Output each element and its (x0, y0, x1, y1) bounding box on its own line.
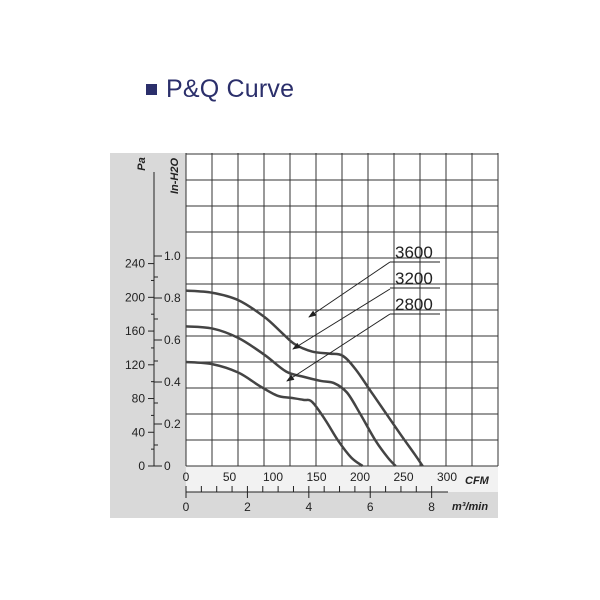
m3-tick-label: 4 (305, 500, 312, 514)
inh2o-axis-label: In-H2O (169, 158, 181, 195)
leader-line-3600 (308, 261, 391, 318)
pa-tick-label: 80 (132, 392, 146, 406)
pa-tick-label: 120 (125, 358, 145, 372)
m3-tick-label: 8 (428, 500, 435, 514)
cfm-axis-band (186, 466, 498, 492)
m3-tick-label: 0 (183, 500, 190, 514)
m3-tick-label: 6 (367, 500, 374, 514)
inh2o-tick-label: 0.8 (164, 291, 181, 305)
chart-title: P&Q Curve (146, 72, 294, 106)
pa-tick-label: 0 (138, 459, 145, 473)
series-label-2800: 2800 (395, 295, 433, 314)
inh2o-tick-label: 0.6 (164, 333, 181, 347)
series-label-3200: 3200 (395, 269, 433, 288)
curve-2800 (185, 360, 364, 468)
inh2o-tick-label: 0.4 (164, 375, 181, 389)
cfm-tick-label: 0 (183, 470, 190, 484)
pa-tick-label: 40 (132, 425, 146, 439)
cfm-tick-label: 50 (223, 470, 237, 484)
curve-3600 (185, 289, 424, 467)
inh2o-tick-label: 0 (164, 459, 171, 473)
cfm-axis-label: CFM (465, 475, 490, 487)
axes: 04080120160200240Pa00.20.40.60.81.0In-H2… (125, 157, 490, 514)
m3-tick-label: 2 (244, 500, 251, 514)
cfm-tick-label: 100 (263, 470, 283, 484)
chart-title-text: P&Q Curve (166, 74, 295, 103)
curve-3200 (185, 325, 397, 467)
pa-tick-label: 200 (125, 290, 145, 304)
cfm-tick-label: 300 (437, 470, 457, 484)
leader-line-3200 (292, 288, 391, 350)
series-labels: 3600 3200 2800 (286, 243, 440, 382)
pa-axis-label: Pa (136, 157, 148, 170)
m3-axis-label: m³/min (452, 501, 488, 513)
cfm-tick-label: 250 (393, 470, 413, 484)
cfm-tick-label: 150 (306, 470, 326, 484)
pa-tick-label: 160 (125, 324, 145, 338)
cfm-tick-label: 200 (350, 470, 370, 484)
pa-tick-label: 240 (125, 257, 145, 271)
inh2o-tick-label: 1.0 (164, 249, 181, 263)
series-label-3600: 3600 (395, 243, 433, 262)
leader-line-2800 (286, 313, 391, 382)
square-bullet-icon (146, 83, 157, 95)
curves (185, 289, 424, 468)
inh2o-tick-label: 0.2 (164, 417, 181, 431)
